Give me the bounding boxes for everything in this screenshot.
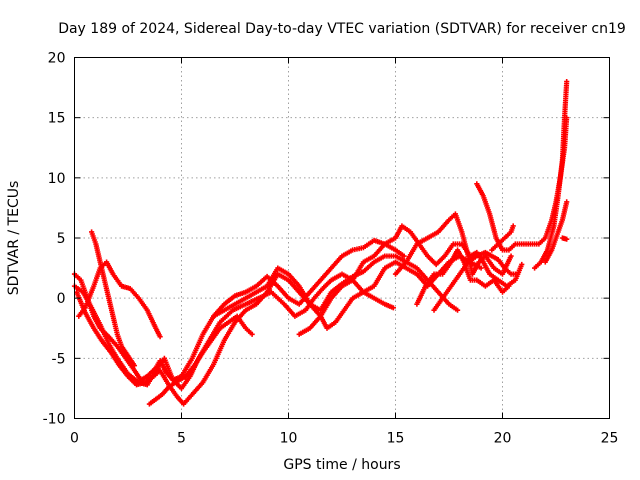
series-track-10 — [414, 247, 512, 307]
data-point — [508, 253, 514, 259]
data-point — [564, 236, 570, 242]
y-tick-label: 0 — [57, 291, 66, 307]
x-tick-label: 10 — [280, 431, 298, 447]
data-point — [478, 265, 484, 271]
series-track-4 — [76, 259, 163, 340]
series-track-16 — [559, 235, 570, 242]
series-track-11 — [431, 249, 521, 313]
data-layer — [71, 78, 570, 407]
y-tick-label: -10 — [43, 412, 66, 428]
series-track-14 — [542, 199, 570, 265]
data-point — [506, 283, 512, 289]
data-point — [131, 362, 138, 369]
y-tick-label: 5 — [57, 231, 66, 247]
data-point — [401, 253, 407, 259]
series-track-2 — [71, 271, 396, 392]
data-point — [454, 307, 461, 313]
x-tick-label: 5 — [177, 431, 186, 447]
series-track-15 — [489, 223, 516, 253]
series-track-6 — [146, 313, 255, 407]
data-point — [249, 331, 255, 337]
x-tick-label: 20 — [494, 431, 512, 447]
tick-layer: 0 5 10 15 20 25 -10 -5 0 5 10 15 20 — [43, 51, 619, 447]
series-track-5 — [89, 229, 138, 369]
data-point — [514, 271, 521, 277]
chart-title: Day 189 of 2024, Sidereal Day-to-day VTE… — [58, 21, 626, 37]
series-track-1 — [71, 237, 407, 383]
x-tick-label: 15 — [387, 431, 405, 447]
data-point — [390, 305, 396, 311]
y-tick-label: -5 — [52, 351, 66, 367]
y-axis-label: SDTVAR / TECUs — [6, 181, 22, 296]
y-tick-label: 10 — [48, 171, 66, 187]
y-tick-label: 20 — [48, 51, 66, 67]
x-tick-label: 0 — [70, 431, 79, 447]
series-track-13 — [532, 78, 570, 271]
grid-layer — [74, 57, 610, 419]
data-point — [519, 261, 525, 268]
series-track-7 — [211, 253, 484, 331]
data-point — [564, 199, 570, 205]
series-track-12 — [474, 115, 570, 253]
x-tick-label: 25 — [601, 431, 619, 447]
data-point — [510, 223, 516, 229]
y-tick-label: 15 — [48, 111, 66, 127]
data-point — [564, 78, 570, 85]
data-point — [157, 334, 163, 340]
x-axis-label: GPS time / hours — [283, 457, 400, 473]
